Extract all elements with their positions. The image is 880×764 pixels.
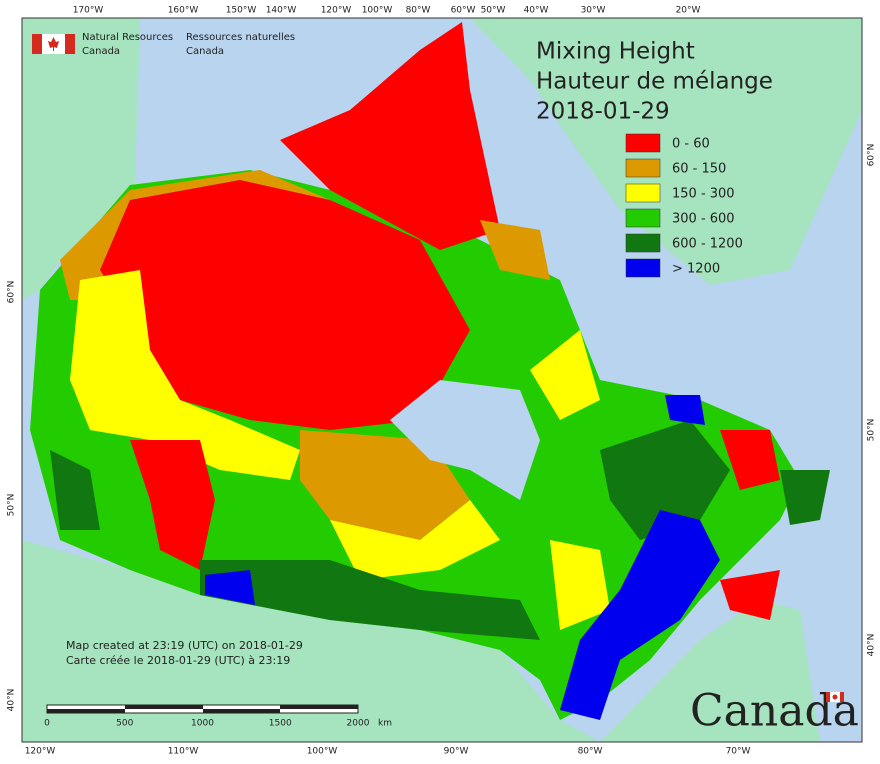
- legend-label: 600 - 1200: [672, 237, 743, 252]
- region: [720, 430, 780, 490]
- scale-label: 500: [116, 719, 133, 729]
- latitude-label: 50°N: [7, 494, 17, 517]
- longitude-label: 50°W: [481, 6, 506, 16]
- longitude-label: 80°W: [406, 6, 431, 16]
- scale-segment: [203, 709, 280, 713]
- maple-leaf: [832, 694, 838, 700]
- latitude-label: 40°N: [7, 689, 17, 712]
- canada: [30, 22, 830, 720]
- longitude-label: 30°W: [581, 6, 606, 16]
- credit-line: Carte créée le 2018-01-29 (UTC) à 23:19: [66, 654, 290, 667]
- longitude-label: 170°W: [73, 6, 104, 16]
- region: [665, 395, 705, 425]
- legend-swatch: [625, 233, 661, 253]
- region: [280, 22, 500, 250]
- region: [100, 180, 470, 430]
- region: [70, 270, 300, 480]
- longitude-label: 100°W: [362, 6, 393, 16]
- united-states: [22, 540, 600, 742]
- scale-label: 1000: [191, 719, 214, 729]
- scale-unit: km: [378, 719, 392, 729]
- canada-wordmark: Canada: [690, 686, 859, 737]
- flag-bar: [826, 692, 830, 702]
- latitude-label: 60°N: [7, 281, 17, 304]
- legend-swatch: [625, 208, 661, 228]
- scale-segment: [47, 709, 125, 713]
- legend-label: 60 - 150: [672, 162, 726, 177]
- longitude-label: 140°W: [266, 6, 297, 16]
- nrcan-signature: Natural Resources Canada Ressources natu…: [32, 32, 295, 57]
- scale-label: 0: [44, 719, 50, 729]
- region: [560, 510, 720, 720]
- title: 2018-01-29: [536, 99, 670, 125]
- longitude-label: 20°W: [676, 6, 701, 16]
- legend-label: 150 - 300: [672, 187, 735, 202]
- legend-swatch: [625, 258, 661, 278]
- longitude-label: 150°W: [226, 6, 257, 16]
- alaska: [22, 18, 140, 300]
- legend-swatch: [625, 183, 661, 203]
- longitude-label: 40°W: [524, 6, 549, 16]
- longitude-label: 120°W: [25, 747, 56, 757]
- legend: 0 - 60 60 - 150 150 - 300 300 - 600 600 - 12…: [625, 133, 743, 278]
- longitude-label: 80°W: [578, 747, 603, 757]
- region: [530, 330, 600, 420]
- region: [550, 540, 610, 630]
- region: [330, 500, 500, 580]
- map-frame: [21, 17, 863, 743]
- longitude-label: 110°W: [168, 747, 199, 757]
- longitude-label: 60°W: [451, 6, 476, 16]
- agency-en: Natural Resources: [82, 32, 173, 43]
- legend-swatch: [625, 133, 661, 153]
- credit-line: Map created at 23:19 (UTC) on 2018-01-29: [66, 639, 303, 652]
- hudson-bay: [390, 380, 540, 500]
- longitude-label: 100°W: [307, 747, 338, 757]
- scale-segment: [125, 705, 203, 709]
- legend-label: > 1200: [672, 262, 720, 277]
- agency-fr: Canada: [186, 46, 224, 57]
- region: [720, 570, 780, 620]
- latitude-label: 50°N: [867, 419, 877, 442]
- title: Hauteur de mélange: [536, 69, 773, 95]
- agency-en: Canada: [82, 46, 120, 57]
- greenland: [470, 18, 862, 285]
- scale-label: 1500: [269, 719, 292, 729]
- maple-leaf: [48, 37, 59, 51]
- credits: Map created at 23:19 (UTC) on 2018-01-29…: [66, 639, 303, 667]
- region: [200, 560, 540, 640]
- graticule-labels: 170°W 160°W 150°W 140°W 120°W 100°W 80°W 60°W 50…: [7, 6, 877, 757]
- longitude-label: 90°W: [444, 747, 469, 757]
- longitude-label: 70°W: [726, 747, 751, 757]
- region: [600, 420, 730, 540]
- longitude-label: 120°W: [321, 6, 352, 16]
- scale-segment: [280, 705, 358, 709]
- latitude-label: 60°N: [867, 144, 877, 167]
- legend-swatch: [625, 158, 661, 178]
- scale-label: 2000: [347, 719, 370, 729]
- legend-label: 0 - 60: [672, 137, 710, 152]
- agency-fr: Ressources naturelles: [186, 32, 295, 43]
- flag-bar: [32, 34, 42, 54]
- flag-bar: [840, 692, 844, 702]
- title: Mixing Height: [536, 39, 695, 65]
- united-states-east: [600, 600, 820, 742]
- region: [780, 470, 830, 525]
- legend-label: 300 - 600: [672, 212, 735, 227]
- scale-bar: 0 500 1000 1500 2000 km: [44, 704, 392, 729]
- latitude-label: 40°N: [867, 634, 877, 657]
- region: [50, 450, 100, 530]
- region: [205, 570, 255, 605]
- flag-bar: [65, 34, 75, 54]
- region: [480, 220, 550, 280]
- region: [130, 440, 215, 570]
- longitude-label: 160°W: [168, 6, 199, 16]
